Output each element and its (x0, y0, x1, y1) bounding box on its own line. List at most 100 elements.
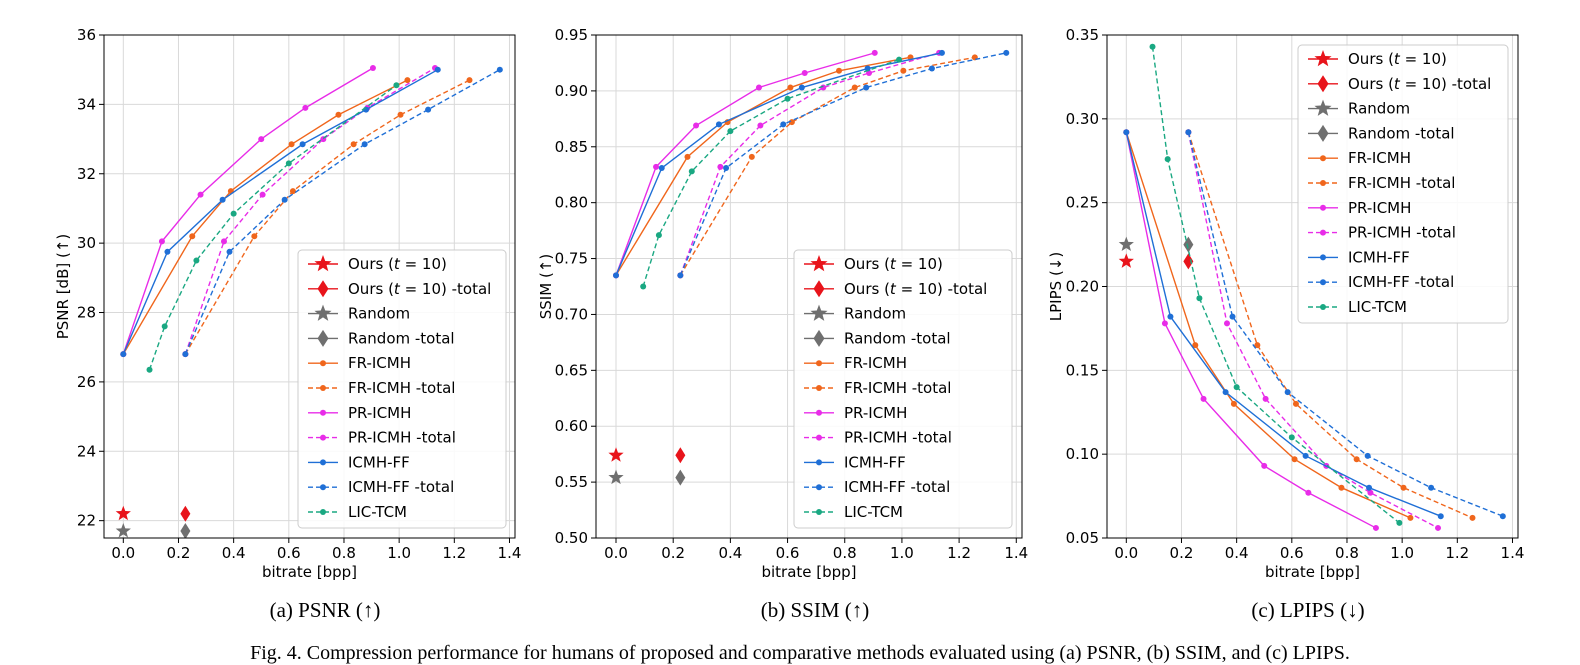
point-fr-icmh (404, 77, 411, 84)
x-axis-label: bitrate [bpp] (262, 563, 357, 581)
legend-label-pr-icmh: PR-ICMH (348, 404, 411, 422)
point-fr-icmh (1407, 514, 1414, 521)
point-fr-icmh (1230, 400, 1237, 407)
series-line-pr-icmh-total (679, 52, 940, 276)
point-lic-tcm (146, 366, 153, 373)
y-tick-label: 0.50 (555, 529, 588, 547)
x-tick-label: 0.8 (833, 544, 857, 562)
point-pr-icmh-total (1367, 489, 1374, 496)
series-line-fr-icmh (615, 56, 911, 276)
point-icmh-ff-total (425, 106, 432, 113)
legend-marker-fr-icmh-total (816, 385, 822, 391)
point-ours-t-10 (115, 505, 131, 521)
point-pr-icmh (369, 64, 376, 71)
series-line-lic-tcm (148, 84, 397, 370)
point-lic-tcm (1233, 384, 1240, 391)
legend-marker-fr-icmh (816, 360, 822, 367)
point-icmh-ff-total (1499, 513, 1506, 520)
legend-box (793, 249, 1013, 529)
point-ours-t-10-total (1183, 253, 1194, 270)
point-icmh-ff (938, 49, 945, 56)
legend-marker-pr-icmh-total (320, 434, 326, 441)
legend-label-icmh-ff-total: ICMH-FF -total (348, 478, 454, 496)
legend-label-ours-t-10-total: Ours (t = 10) -total (348, 280, 491, 298)
x-tick-label: 1.4 (1004, 544, 1028, 562)
series-line-icmh-ff-total (184, 69, 501, 355)
legend-label-fr-icmh-total: FR-ICMH -total (1348, 174, 1455, 192)
x-tick-label: 0.0 (111, 544, 135, 562)
series-line-icmh-ff (122, 69, 439, 355)
y-tick-label: 0.10 (1066, 445, 1099, 463)
point-icmh-ff-total (723, 165, 730, 172)
point-icmh-ff (1222, 389, 1229, 396)
y-tick-label: 28 (77, 304, 96, 322)
x-tick-label: 1.2 (442, 544, 466, 562)
series-line-fr-icmh (1125, 132, 1411, 519)
legend-label-icmh-ff: ICMH-FF (1348, 248, 1410, 266)
subcaption-lpips: (c) LPIPS (↓) (1251, 598, 1365, 622)
point-fr-icmh (684, 153, 691, 160)
y-tick-label: 0.85 (555, 138, 588, 156)
figure-caption: Fig. 4. Compression performance for huma… (250, 642, 1350, 664)
point-pr-icmh (158, 238, 165, 245)
point-icmh-ff-total (1185, 129, 1192, 136)
legend-label-pr-icmh-total: PR-ICMH -total (348, 429, 456, 447)
point-lic-tcm (1396, 519, 1403, 526)
point-lic-tcm (1149, 43, 1156, 50)
point-fr-icmh (288, 141, 295, 148)
legend-label-lic-tcm: LIC-TCM (844, 503, 903, 521)
point-pr-icmh (1261, 462, 1268, 469)
point-icmh-ff (1167, 313, 1174, 320)
y-tick-label: 0.80 (555, 194, 588, 212)
legend: Ours (t = 10) Ours (t = 10) -total Random R… (1297, 44, 1509, 324)
legend-box (1297, 44, 1509, 324)
point-pr-icmh (871, 49, 878, 56)
point-pr-icmh-total (220, 238, 227, 245)
legend-marker-icmh-ff-total (816, 484, 822, 491)
legend-marker-fr-icmh-total (1320, 180, 1326, 186)
legend-marker-lic-tcm (320, 509, 326, 515)
point-ours-t-10-total (180, 505, 191, 522)
legend-label-icmh-ff-total: ICMH-FF -total (1348, 273, 1454, 291)
point-fr-icmh-total (851, 84, 858, 91)
point-pr-icmh (302, 104, 309, 111)
point-lic-tcm (393, 82, 400, 89)
legend-marker-random (810, 304, 828, 321)
series-layer (1118, 43, 1506, 531)
y-tick-label: 0.20 (1066, 278, 1099, 296)
point-ours-t-10 (1118, 253, 1134, 268)
x-tick-label: 1.4 (1501, 544, 1525, 562)
y-axis-label: PSNR [dB] (↑) (54, 234, 72, 340)
point-pr-icmh (197, 191, 204, 198)
y-tick-label: 0.90 (555, 82, 588, 100)
point-fr-icmh-total (1469, 514, 1476, 521)
legend-label-icmh-ff-total: ICMH-FF -total (844, 478, 950, 496)
point-lic-tcm (161, 323, 168, 330)
chart-psnr: 0.0 0.2 0.4 0.6 0.8 1.0 1.2 1.4 22 24 26 28 30 32 34 36… (54, 26, 521, 581)
point-pr-icmh (1161, 320, 1168, 327)
x-tick-label: 0.2 (661, 544, 685, 562)
point-fr-icmh-total (397, 111, 404, 118)
series-line-fr-icmh-total (184, 79, 470, 355)
point-random-total (180, 523, 191, 538)
point-fr-icmh-total (1292, 400, 1299, 407)
point-lic-tcm (640, 283, 647, 290)
point-icmh-ff-total (1229, 313, 1236, 320)
point-lic-tcm (230, 210, 237, 217)
point-pr-icmh (755, 84, 762, 91)
point-icmh-ff (219, 196, 226, 203)
x-tick-label: 0.4 (222, 544, 246, 562)
point-pr-icmh (258, 136, 265, 143)
legend-marker-random (314, 304, 332, 321)
point-pr-icmh (653, 163, 660, 170)
y-tick-label: 0.55 (555, 473, 588, 491)
x-tick-label: 1.0 (1390, 544, 1414, 562)
x-tick-label: 0.8 (332, 544, 356, 562)
legend-marker-ours-t-10-total (317, 280, 329, 298)
point-icmh-ff-total (496, 66, 503, 73)
legend-label-fr-icmh: FR-ICMH (844, 354, 907, 372)
legend-marker-ours-t-10 (1314, 50, 1332, 67)
y-tick-label: 0.95 (555, 26, 588, 44)
point-fr-icmh-total (900, 67, 907, 74)
